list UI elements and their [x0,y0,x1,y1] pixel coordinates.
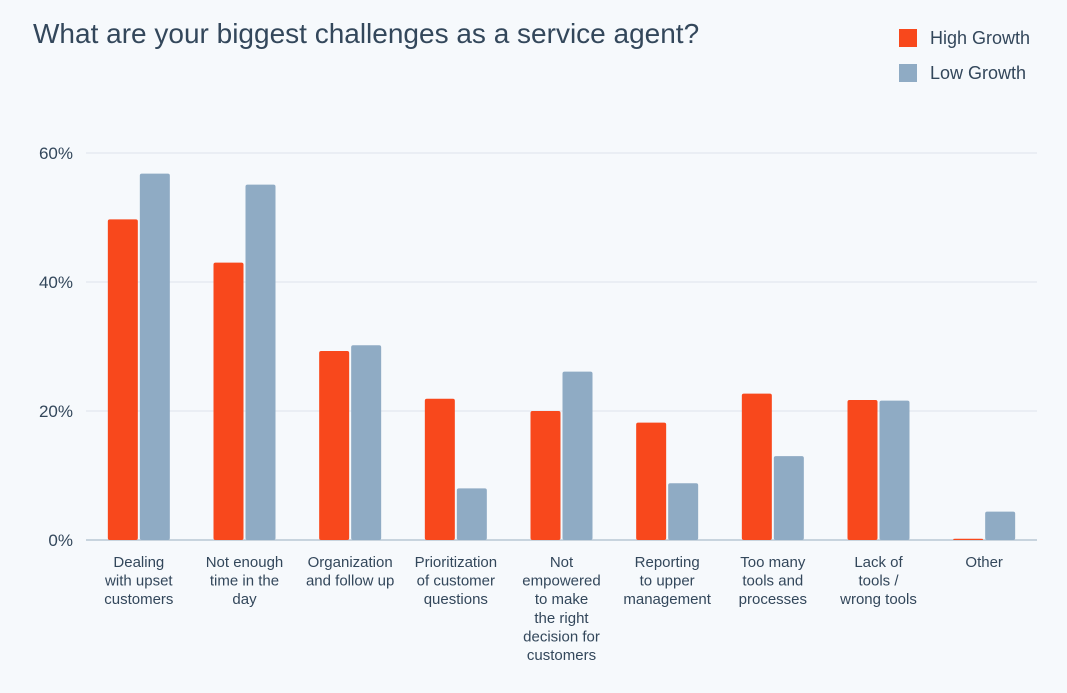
bar-high-growth [424,398,455,540]
bar-low-growth [456,488,487,540]
legend-label-low-growth: Low Growth [930,62,1027,83]
bar-high-growth [636,422,667,540]
y-tick-label: 0% [48,531,73,550]
legend-item-low-growth: Low Growth [899,62,1030,84]
bar-high-growth [953,538,984,540]
x-category-label: Organization and follow up [306,554,394,590]
bar-high-growth [213,262,244,540]
y-tick-label: 60% [39,144,73,163]
bar-low-growth [351,345,382,540]
legend-swatch-high-growth [899,29,917,47]
legend-label-high-growth: High Growth [930,27,1031,48]
bar-low-growth [668,483,699,540]
bar-high-growth [847,400,878,540]
bar-low-growth [139,173,170,540]
x-category-label: Other [965,554,1003,571]
bar-high-growth [319,351,350,540]
bars [107,173,1016,541]
y-axis-ticks: 0% 20% 40% 60% [39,144,73,550]
x-category-label: Prioritization of customer questions [415,554,498,608]
bar-high-growth [107,219,138,540]
y-tick-label: 40% [39,273,73,292]
bar-high-growth [530,411,561,540]
bar-low-growth [773,456,804,540]
bar-low-growth [245,184,276,541]
y-tick-label: 20% [39,402,73,421]
x-category-label: Dealing with upset customers [104,554,173,608]
chart-legend: High Growth Low Growth [899,27,1030,97]
bar-low-growth [985,511,1016,540]
bar-high-growth [741,393,772,540]
x-axis-category-labels: Dealing with upset customers Not enough time… [104,554,1003,664]
x-category-label: Lack of tools / wrong tools [839,554,917,608]
x-category-label: Reporting to upper management [623,554,711,608]
gridlines [86,152,1037,541]
legend-item-high-growth: High Growth [899,27,1030,49]
chart-title: What are your biggest challenges as a se… [33,18,700,49]
x-category-label: Too many tools and processes [739,554,807,608]
bar-low-growth [879,400,910,540]
legend-swatch-low-growth [899,64,917,82]
x-category-label: Not empowered to make the right decision for… [522,554,600,664]
bar-low-growth [562,371,593,540]
x-category-label: Not enough time in the day [206,554,284,608]
